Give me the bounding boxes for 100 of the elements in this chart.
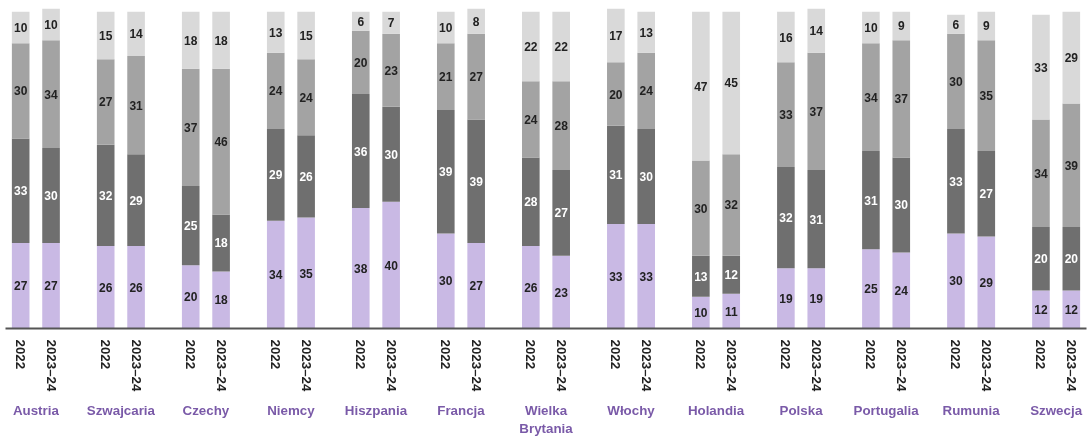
x-tick-label: 2022 (863, 339, 879, 370)
data-label: 30 (894, 198, 909, 213)
text: Rumunia (942, 402, 1001, 418)
data-label: 35 (299, 266, 314, 281)
data-label: 12 (1064, 302, 1079, 317)
data-label: 13 (639, 25, 654, 40)
data-label: 29 (979, 276, 994, 291)
text: Włochy (607, 402, 656, 418)
data-label: 18 (184, 33, 198, 48)
data-label: 30 (44, 188, 59, 203)
x-tick-label: 2022 (98, 339, 114, 370)
data-label: 30 (694, 201, 708, 216)
data-label: 14 (809, 24, 824, 39)
data-label: 22 (524, 40, 538, 55)
data-label: 33 (609, 269, 623, 284)
data-label: 30 (14, 84, 28, 99)
text: Hiszpania (344, 402, 408, 418)
data-label: 34 (864, 90, 878, 105)
data-label: 27 (44, 279, 59, 294)
data-label: 24 (299, 90, 314, 105)
x-tick-label: 2023–24 (383, 339, 399, 392)
data-label: 12 (1034, 302, 1048, 317)
x-tick-label: 2023–24 (893, 339, 909, 392)
data-label: 27 (979, 187, 994, 202)
data-label: 13 (694, 269, 708, 284)
x-tick-label: 2023–24 (723, 339, 739, 392)
data-label: 16 (779, 30, 793, 45)
data-label: 30 (384, 147, 399, 162)
data-label: 10 (439, 21, 453, 36)
data-label: 33 (949, 174, 963, 189)
data-label: 10 (44, 17, 59, 32)
x-tick-label: 2023–24 (468, 339, 484, 392)
data-label: 11 (724, 304, 738, 319)
data-label: 24 (524, 112, 538, 127)
text: Polska (779, 402, 824, 418)
data-label: 38 (354, 261, 368, 276)
data-label: 29 (129, 193, 144, 208)
data-label: 27 (14, 279, 28, 294)
data-label: 24 (269, 84, 283, 99)
data-label: 18 (214, 33, 229, 48)
x-tick-label: 2022 (693, 339, 709, 370)
data-label: 17 (609, 28, 623, 43)
data-label: 29 (1064, 51, 1079, 66)
data-label: 15 (299, 28, 314, 43)
data-label: 25 (864, 282, 878, 297)
data-label: 47 (694, 79, 708, 94)
data-label: 8 (472, 14, 480, 29)
data-label: 26 (129, 280, 144, 295)
text: Szwecja (1030, 402, 1083, 418)
data-label: 26 (299, 169, 314, 184)
data-label: 23 (384, 63, 399, 78)
data-label: 7 (387, 16, 395, 31)
data-label: 36 (354, 144, 368, 159)
data-label: 18 (214, 236, 229, 251)
data-label: 37 (184, 120, 198, 135)
text: Austria (12, 402, 60, 418)
data-label: 37 (809, 104, 824, 119)
x-tick-label: 2022 (438, 339, 454, 370)
data-label: 30 (639, 169, 654, 184)
data-label: 46 (214, 135, 229, 150)
data-label: 10 (694, 306, 708, 321)
x-tick-label: 2023–24 (808, 339, 824, 392)
data-label: 33 (14, 184, 28, 199)
x-tick-label: 2023–24 (1063, 339, 1079, 392)
text: Francja (437, 402, 486, 418)
data-label: 32 (779, 211, 793, 226)
data-label: 26 (524, 280, 538, 295)
data-label: 31 (129, 98, 144, 113)
data-label: 34 (44, 87, 59, 102)
data-label: 26 (99, 280, 113, 295)
data-label: 31 (809, 212, 824, 227)
x-tick-label: 2023–24 (128, 339, 144, 392)
data-label: 20 (1034, 252, 1048, 267)
x-tick-label: 2023–24 (213, 339, 229, 392)
data-label: 30 (949, 74, 963, 89)
data-label: 34 (269, 268, 283, 283)
data-label: 6 (952, 17, 960, 32)
data-label: 13 (269, 25, 283, 40)
x-tick-label: 2023–24 (553, 339, 569, 392)
data-label: 10 (14, 21, 28, 36)
data-label: 37 (894, 92, 909, 107)
data-label: 25 (184, 219, 198, 234)
data-label: 39 (1064, 158, 1079, 173)
data-label: 20 (609, 87, 623, 102)
data-label: 40 (384, 258, 399, 273)
x-tick-label: 2022 (778, 339, 794, 370)
data-label: 32 (99, 188, 113, 203)
text: Wielka Brytania (519, 402, 574, 436)
x-tick-label: 2023–24 (298, 339, 314, 392)
data-label: 15 (99, 28, 113, 43)
x-tick-label: 2022 (1033, 339, 1049, 370)
text: Portugalia (853, 402, 920, 418)
data-label: 20 (1064, 252, 1079, 267)
x-tick-label: 2023–24 (43, 339, 59, 392)
data-label: 28 (554, 119, 569, 134)
text: Niemcy (267, 402, 316, 418)
data-label: 24 (639, 84, 654, 99)
x-tick-label: 2022 (608, 339, 624, 370)
data-label: 33 (639, 269, 654, 284)
data-label: 23 (554, 285, 569, 300)
